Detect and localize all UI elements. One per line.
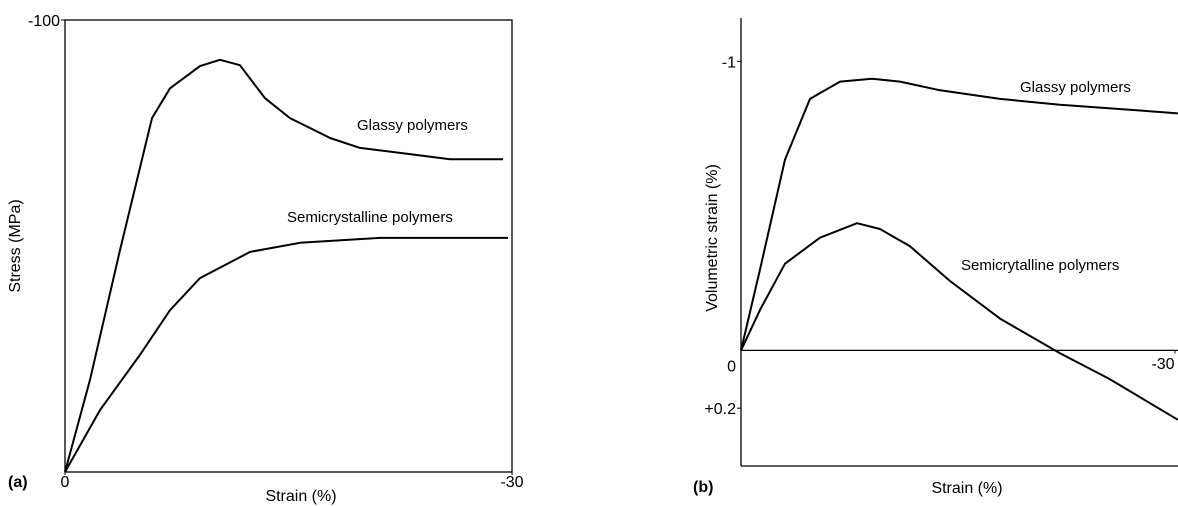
y-axis-label: Volumetric strain (%) [704, 164, 721, 312]
panel-label: (b) [693, 479, 713, 496]
series-label: Semicrytalline polymers [961, 257, 1119, 274]
series-line [64, 58, 504, 473]
y-tick-label: -1 [722, 54, 736, 71]
series-line [740, 77, 1178, 351]
series-label: Glassy polymers [357, 117, 468, 134]
panel-label: (a) [8, 474, 28, 491]
y-tick-label: 0 [727, 358, 736, 375]
x-tick-label: 0 [61, 474, 70, 491]
x-tick-label: -30 [500, 474, 523, 491]
y-tick-label: +0.2 [704, 401, 736, 418]
y-axis-label: Stress (MPa) [7, 199, 24, 292]
series-label: Semicrystalline polymers [287, 209, 453, 226]
y-tick-label: -100 [28, 13, 60, 30]
plot-frame [64, 19, 513, 473]
x-tick-label: -30 [1151, 356, 1174, 373]
series-line [740, 222, 1178, 421]
series-label: Glassy polymers [1020, 79, 1131, 96]
x-axis-label: Strain (%) [265, 488, 336, 505]
x-axis-label: Strain (%) [931, 480, 1002, 497]
series-line [64, 236, 508, 473]
